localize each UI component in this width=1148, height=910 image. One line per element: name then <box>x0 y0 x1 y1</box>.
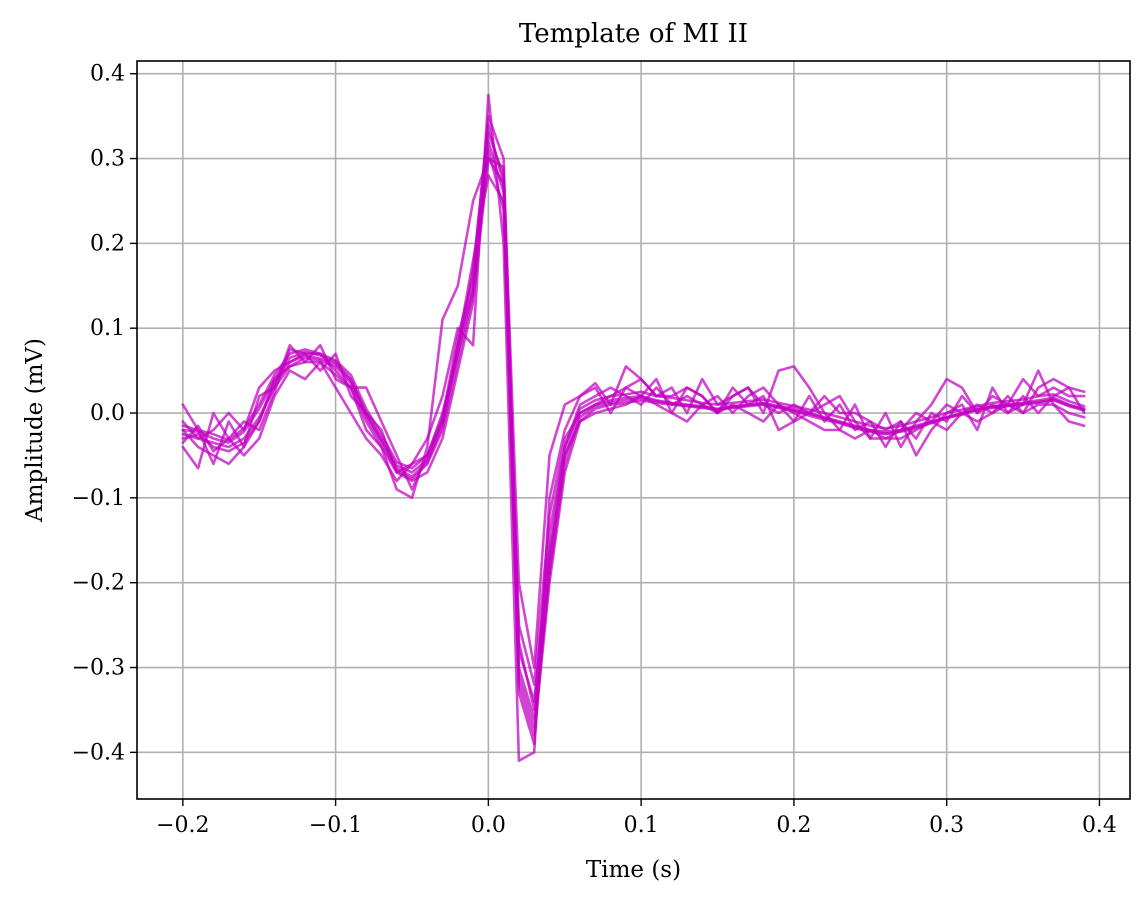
y-tick-label: −0.3 <box>72 656 125 681</box>
chart-title: Template of MI II <box>519 19 748 49</box>
series-line-7 <box>181 174 1086 686</box>
series-line-6 <box>181 93 1086 763</box>
x-tick-label: −0.2 <box>156 813 209 838</box>
x-axis-ticks: −0.2 −0.1 0.0 0.1 0.2 0.3 0.4 <box>156 799 1117 838</box>
x-axis-title: Time (s) <box>586 857 681 883</box>
series-line-9 <box>181 123 1086 712</box>
y-tick-label: 0.4 <box>90 62 125 87</box>
y-tick-label: −0.1 <box>72 486 125 511</box>
y-tick-label: −0.4 <box>72 740 125 765</box>
y-axis-ticks: 0.4 0.3 0.2 0.1 0.0 −0.1 −0.2 −0.3 −0.4 <box>72 62 137 765</box>
y-tick-label: 0.0 <box>90 401 125 426</box>
y-tick-label: 0.2 <box>90 231 125 256</box>
y-tick-label: 0.1 <box>90 316 125 341</box>
y-tick-label: −0.2 <box>72 571 125 596</box>
x-tick-label: 0.2 <box>776 813 811 838</box>
plot-frame <box>136 60 1131 800</box>
grid <box>137 61 1130 799</box>
y-axis-title: Amplitude (mV) <box>22 338 48 523</box>
series-line-2 <box>181 148 1086 737</box>
x-tick-label: 0.1 <box>624 813 659 838</box>
x-tick-label: 0.4 <box>1082 813 1117 838</box>
x-tick-label: 0.3 <box>929 813 964 838</box>
series-line-4 <box>181 140 1086 729</box>
x-tick-label: 0.0 <box>471 813 506 838</box>
x-tick-label: −0.1 <box>309 813 362 838</box>
series-line-8 <box>181 157 1086 746</box>
y-tick-label: 0.3 <box>90 147 125 172</box>
series-group <box>181 93 1086 763</box>
series-line-3 <box>181 114 1086 703</box>
